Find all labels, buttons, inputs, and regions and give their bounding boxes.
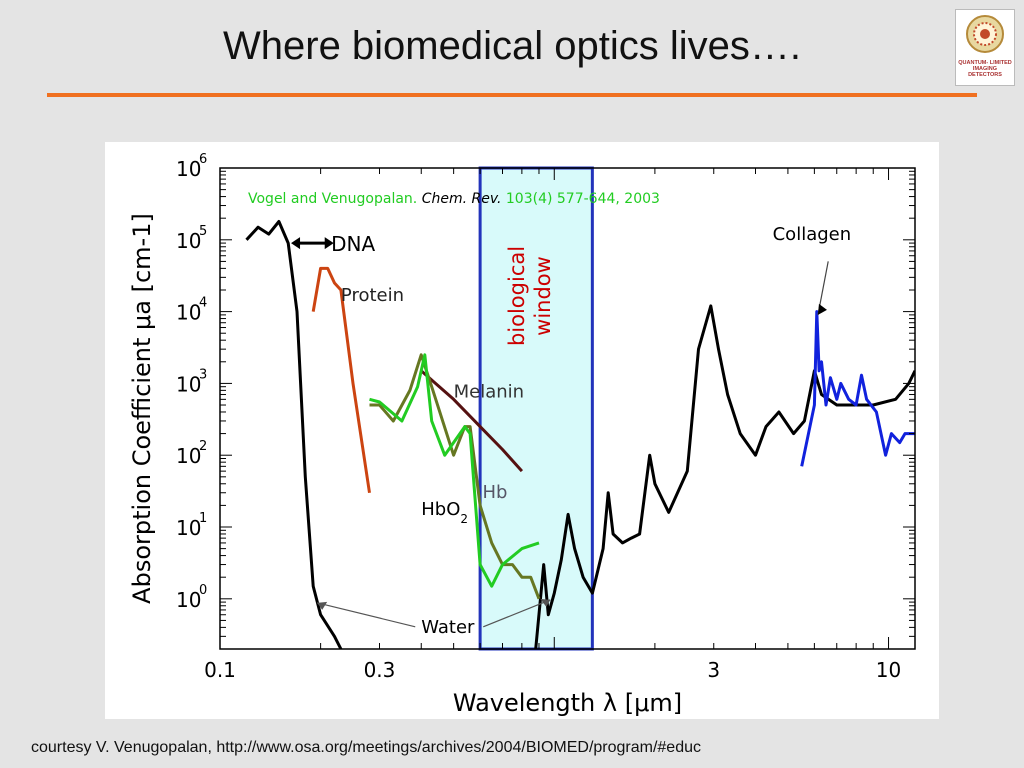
y-tick-label-exponent: 1 — [199, 511, 207, 526]
hbo2-label-base: HbO — [421, 499, 460, 520]
water-arrowhead-ir — [540, 598, 551, 607]
series-hb — [369, 353, 541, 600]
hb-label: Hb — [483, 482, 508, 503]
protein-label: Protein — [341, 285, 404, 306]
citation-details: 103(4) 577-644, 2003 — [506, 191, 660, 207]
y-tick-label-exponent: 4 — [199, 296, 207, 311]
y-tick-label-base: 10 — [176, 516, 201, 540]
y-tick-label-exponent: 6 — [199, 152, 207, 167]
window-label-line2: window — [531, 256, 555, 336]
series-protein — [311, 266, 371, 494]
slide-title: Where biomedical optics lives…. — [223, 24, 801, 68]
water-pointer-ir — [483, 599, 551, 628]
y-tick-label-base: 10 — [176, 229, 201, 253]
x-axis-ticks — [219, 168, 890, 649]
citation-journal: Chem. Rev. — [422, 191, 506, 207]
y-tick-label-exponent: 3 — [199, 367, 207, 382]
series-water_uv — [245, 220, 343, 649]
dna-arrowhead-left — [291, 237, 301, 250]
footer-credit: courtesy V. Venugopalan, http://www.osa.… — [31, 739, 701, 756]
y-tick-label-base: 10 — [176, 301, 201, 325]
y-tick-label-base: 10 — [176, 372, 201, 396]
y-tick-label-exponent: 2 — [199, 439, 207, 454]
logo-emblem-icon — [966, 15, 1004, 53]
x-tick-label: 3 — [707, 658, 720, 682]
y-tick-label-base: 10 — [176, 157, 201, 181]
collagen-arrowhead — [817, 303, 827, 315]
melanin-label: Melanin — [454, 381, 524, 402]
hbo2-label: HbO2 — [421, 499, 468, 526]
plot-frame — [219, 167, 916, 650]
series-melanin — [420, 369, 524, 473]
y-tick-label-exponent: 5 — [199, 224, 207, 239]
water-arrowhead-uv — [317, 601, 328, 610]
series-group — [245, 220, 915, 649]
y-tick-label-base: 10 — [176, 588, 201, 612]
x-tick-label: 0.1 — [204, 658, 236, 682]
water-label: Water — [421, 617, 475, 638]
window-label-line1: biological — [505, 246, 529, 346]
y-tick-label-exponent: 0 — [199, 583, 207, 598]
x-tick-label: 10 — [876, 658, 901, 682]
y-axis-label: Absorption Coefficient μa [cm-1] — [128, 213, 156, 604]
citation-authors: Vogel and Venugopalan. — [248, 191, 422, 207]
dna-arrowhead-right — [324, 237, 334, 250]
citation-text: Vogel and Venugopalan. Chem. Rev. 103(4)… — [248, 191, 660, 207]
collagen-label: Collagen — [773, 224, 852, 245]
series-collagen — [800, 310, 915, 467]
institution-logo: QUANTUM- LIMITED IMAGING DETECTORS — [955, 9, 1015, 86]
y-tick-label-base: 10 — [176, 444, 201, 468]
water-pointer-uv — [317, 602, 416, 628]
y-axis-ticks — [220, 167, 915, 650]
hbo2-label-subscript: 2 — [460, 512, 468, 526]
dna-label: DNA — [331, 232, 375, 256]
logo-text: QUANTUM- LIMITED IMAGING DETECTORS — [958, 60, 1012, 78]
series-hbo2 — [369, 353, 540, 588]
title-underline — [47, 93, 977, 97]
x-axis-label: Wavelength λ [μm] — [453, 689, 682, 717]
x-tick-label: 0.3 — [364, 658, 396, 682]
chart-panel: biological window 0.1 0.3 3 10 10 0 10 1 10 2 10 3 10 4… — [105, 142, 939, 719]
